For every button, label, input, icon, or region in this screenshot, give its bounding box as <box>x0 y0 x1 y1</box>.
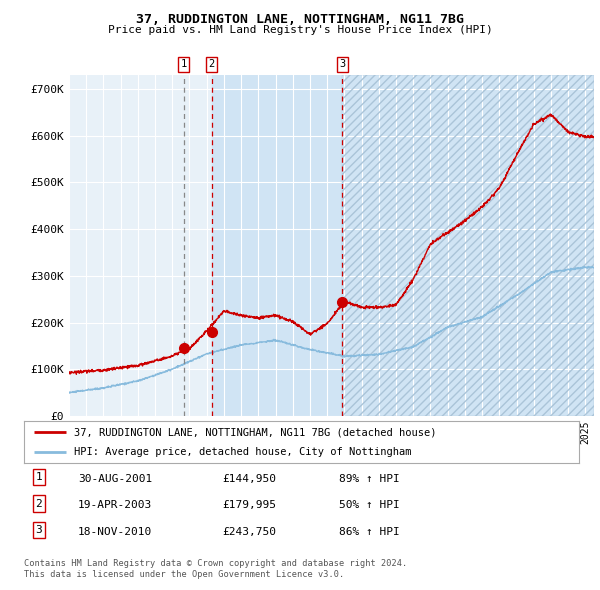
Bar <box>343 75 594 416</box>
Text: 1: 1 <box>181 60 187 70</box>
Text: 18-NOV-2010: 18-NOV-2010 <box>78 527 152 537</box>
Bar <box>212 75 343 416</box>
Text: 50% ↑ HPI: 50% ↑ HPI <box>339 500 400 510</box>
Bar <box>343 75 594 416</box>
Text: Price paid vs. HM Land Registry's House Price Index (HPI): Price paid vs. HM Land Registry's House … <box>107 25 493 35</box>
Text: 1: 1 <box>35 472 43 482</box>
Text: HPI: Average price, detached house, City of Nottingham: HPI: Average price, detached house, City… <box>74 447 412 457</box>
Text: 19-APR-2003: 19-APR-2003 <box>78 500 152 510</box>
Text: 37, RUDDINGTON LANE, NOTTINGHAM, NG11 7BG: 37, RUDDINGTON LANE, NOTTINGHAM, NG11 7B… <box>136 13 464 26</box>
Text: 3: 3 <box>35 525 43 535</box>
Text: 37, RUDDINGTON LANE, NOTTINGHAM, NG11 7BG (detached house): 37, RUDDINGTON LANE, NOTTINGHAM, NG11 7B… <box>74 427 436 437</box>
Text: £179,995: £179,995 <box>222 500 276 510</box>
Text: £243,750: £243,750 <box>222 527 276 537</box>
Text: This data is licensed under the Open Government Licence v3.0.: This data is licensed under the Open Gov… <box>24 570 344 579</box>
Text: 2: 2 <box>35 499 43 509</box>
Text: 2: 2 <box>209 60 215 70</box>
Text: Contains HM Land Registry data © Crown copyright and database right 2024.: Contains HM Land Registry data © Crown c… <box>24 559 407 568</box>
Text: 89% ↑ HPI: 89% ↑ HPI <box>339 474 400 484</box>
Text: 86% ↑ HPI: 86% ↑ HPI <box>339 527 400 537</box>
Text: 3: 3 <box>339 60 346 70</box>
Text: £144,950: £144,950 <box>222 474 276 484</box>
Text: 30-AUG-2001: 30-AUG-2001 <box>78 474 152 484</box>
